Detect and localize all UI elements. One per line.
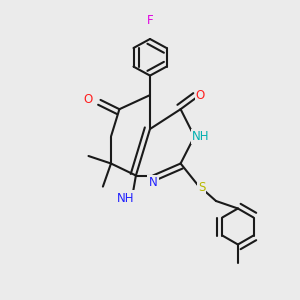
Text: O: O	[84, 93, 93, 106]
Text: S: S	[198, 181, 205, 194]
Text: O: O	[196, 88, 205, 102]
Text: F: F	[147, 14, 153, 28]
Text: N: N	[148, 176, 158, 190]
Text: NH: NH	[117, 191, 134, 205]
Text: NH: NH	[192, 130, 210, 143]
